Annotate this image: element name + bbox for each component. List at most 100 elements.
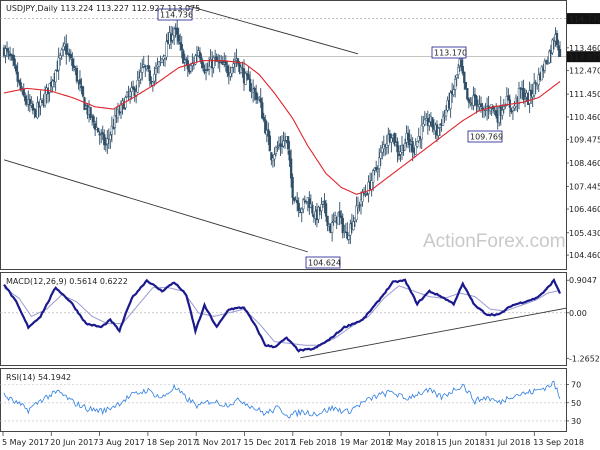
price-label-box bbox=[157, 8, 193, 21]
candle-body bbox=[302, 199, 305, 210]
price-y-tick-label: 113.460 bbox=[569, 44, 600, 53]
candle-body bbox=[78, 79, 82, 85]
candle-body bbox=[338, 210, 341, 218]
rsi-y-tick-label: 30 bbox=[571, 417, 581, 426]
signal-line bbox=[3, 285, 561, 346]
candle-body bbox=[113, 115, 117, 128]
candle-body bbox=[523, 98, 527, 100]
candle-body bbox=[153, 73, 156, 82]
price-panel: 114.736 113.170 109.769 104.624 bbox=[0, 5, 566, 269]
candle-body bbox=[533, 82, 536, 96]
candle-body bbox=[89, 107, 92, 118]
candle-body bbox=[519, 87, 522, 90]
candle-body bbox=[495, 110, 498, 117]
candle-body bbox=[390, 137, 393, 143]
candle-body bbox=[109, 134, 112, 140]
price-y-tick-label: 105.430 bbox=[569, 229, 600, 238]
candle-body bbox=[356, 205, 360, 208]
candle-body bbox=[259, 98, 262, 103]
price-panel-frame bbox=[0, 0, 567, 270]
axes: 114.730 113.460 112.470 111.450 110.460 109.4… bbox=[2, 13, 600, 447]
candle-body bbox=[551, 39, 554, 54]
candle-body bbox=[371, 170, 375, 183]
price-y-tick-label: 109.475 bbox=[569, 136, 600, 145]
candle-body bbox=[340, 215, 343, 218]
candle-body bbox=[270, 152, 273, 161]
candle-body bbox=[180, 44, 183, 51]
x-tick-label: 15 Jun 2018 bbox=[437, 438, 485, 447]
rsi-title: RSI(14) 54.1942 bbox=[6, 373, 71, 382]
candle-body bbox=[355, 205, 358, 221]
candle-body bbox=[466, 88, 469, 100]
candle-body bbox=[460, 59, 463, 68]
candle-body bbox=[171, 34, 174, 41]
candle-body bbox=[160, 58, 164, 63]
candle-body bbox=[165, 41, 168, 58]
candle-body bbox=[365, 194, 369, 196]
macd-y-tick-label: -1.2652 bbox=[569, 354, 600, 363]
x-tick-label: 1 Nov 2017 bbox=[195, 438, 241, 447]
candle-body bbox=[142, 64, 145, 67]
moving-average-line bbox=[3, 60, 561, 195]
candle-body bbox=[501, 109, 504, 116]
candle-body bbox=[65, 44, 68, 55]
candle-body bbox=[54, 70, 57, 83]
candle-body bbox=[92, 116, 95, 123]
candle-body bbox=[529, 89, 533, 96]
candle-body bbox=[317, 206, 320, 220]
candle-body bbox=[75, 68, 79, 82]
candle-body bbox=[31, 103, 35, 111]
candle-body bbox=[457, 67, 460, 75]
macd-panel bbox=[0, 277, 567, 359]
candle-body bbox=[388, 133, 392, 142]
x-tick-label: 18 Sep 2017 bbox=[147, 438, 198, 447]
candle-body bbox=[253, 87, 256, 92]
candle-body bbox=[507, 95, 510, 101]
macd-y-tick-label: 0.9047 bbox=[569, 276, 597, 285]
candle-body bbox=[396, 141, 399, 153]
candle-body bbox=[90, 115, 94, 117]
price-y-tick-label: 108.460 bbox=[569, 159, 600, 168]
macd-line bbox=[3, 277, 562, 353]
candle-body bbox=[505, 96, 508, 106]
candle-body bbox=[204, 70, 208, 73]
candle-body bbox=[481, 107, 484, 110]
candle-body bbox=[461, 66, 464, 74]
price-y-tick-label: 104.460 bbox=[569, 251, 600, 260]
candle-body bbox=[502, 106, 505, 110]
candle-body bbox=[177, 35, 180, 42]
candle-body bbox=[528, 90, 531, 104]
candle-body bbox=[467, 98, 471, 103]
candle-body bbox=[358, 205, 361, 207]
candle-body bbox=[441, 116, 445, 126]
candle-body bbox=[452, 89, 455, 95]
x-tick-label: 3 Aug 2017 bbox=[99, 438, 145, 447]
rsi-y-tick-label: 50 bbox=[571, 399, 581, 408]
x-tick-label: 31 Jul 2018 bbox=[485, 438, 530, 447]
price-label-text: 109.769 bbox=[470, 133, 503, 142]
candle-body bbox=[271, 157, 275, 162]
candle-body bbox=[557, 45, 560, 51]
price-label-box bbox=[305, 256, 341, 269]
candle-body bbox=[198, 51, 202, 59]
candle-body bbox=[182, 50, 185, 64]
candle-body bbox=[283, 140, 287, 142]
price-label-box bbox=[431, 46, 467, 59]
candle-body bbox=[212, 57, 215, 69]
macd-title: MACD(12,26,9) 0.5614 0.6222 bbox=[6, 277, 128, 286]
price-label-box bbox=[467, 130, 503, 143]
candle-body bbox=[406, 132, 410, 140]
price-y-tick-label: 111.450 bbox=[569, 90, 600, 99]
candle-body bbox=[236, 58, 240, 64]
candle-body bbox=[215, 56, 218, 62]
candle-body bbox=[308, 198, 311, 209]
price-y-tick-label: 107.445 bbox=[569, 182, 600, 191]
candle-body bbox=[291, 177, 294, 198]
candle-body bbox=[135, 91, 138, 97]
candle-body bbox=[93, 123, 97, 130]
candle-body bbox=[71, 58, 74, 66]
candle-body bbox=[48, 83, 51, 93]
candle-body bbox=[201, 62, 205, 69]
